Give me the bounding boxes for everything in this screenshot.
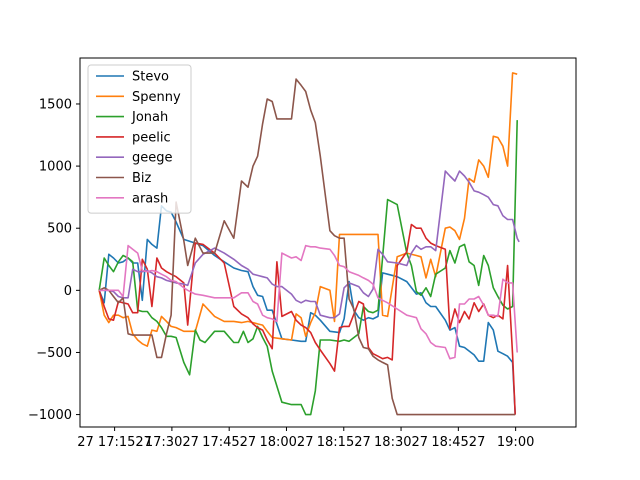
series-line-arash xyxy=(99,244,518,360)
legend-label-jonah: Jonah xyxy=(131,110,168,125)
legend: Stevo Spenny Jonah peelic geege Biz arash xyxy=(87,64,192,214)
y-tick-label: 1000 xyxy=(39,160,72,175)
legend-label-spenny: Spenny xyxy=(132,90,181,105)
series-lines xyxy=(98,72,520,416)
x-tick-label: 27 17:1527 xyxy=(77,435,152,450)
legend-box xyxy=(87,64,192,214)
legend-label-geege: geege xyxy=(132,151,173,166)
legend-label-peelic: peelic xyxy=(132,130,171,145)
x-tick-label: 17:4527 xyxy=(202,435,256,450)
y-tick-label: 1500 xyxy=(39,97,72,112)
series-line-jonah xyxy=(98,120,518,416)
series-line-geege xyxy=(99,170,520,319)
x-tick-label: 19:00 xyxy=(497,435,534,450)
legend-label-arash: arash xyxy=(132,191,168,206)
x-tick-label: 18:3027 xyxy=(374,435,428,450)
x-tick-label: 18:4527 xyxy=(431,435,485,450)
y-tick-label: −1000 xyxy=(28,408,72,423)
y-tick-label: 500 xyxy=(47,222,72,237)
plot-frame xyxy=(79,57,577,428)
series-line-stevo xyxy=(98,205,516,415)
y-axis: −1000 −500 0 500 1000 1500 xyxy=(28,97,80,423)
series-line-peelic xyxy=(98,223,516,415)
y-tick-label: −500 xyxy=(36,346,72,361)
x-tick-label: 18:0027 xyxy=(259,435,313,450)
legend-label-biz: Biz xyxy=(132,171,152,186)
x-tick-label: 17:3027 xyxy=(145,435,199,450)
x-tick-label: 18:1527 xyxy=(317,435,371,450)
y-tick-label: 0 xyxy=(64,284,72,299)
series-line-biz xyxy=(98,78,516,416)
legend-label-stevo: Stevo xyxy=(132,70,169,85)
